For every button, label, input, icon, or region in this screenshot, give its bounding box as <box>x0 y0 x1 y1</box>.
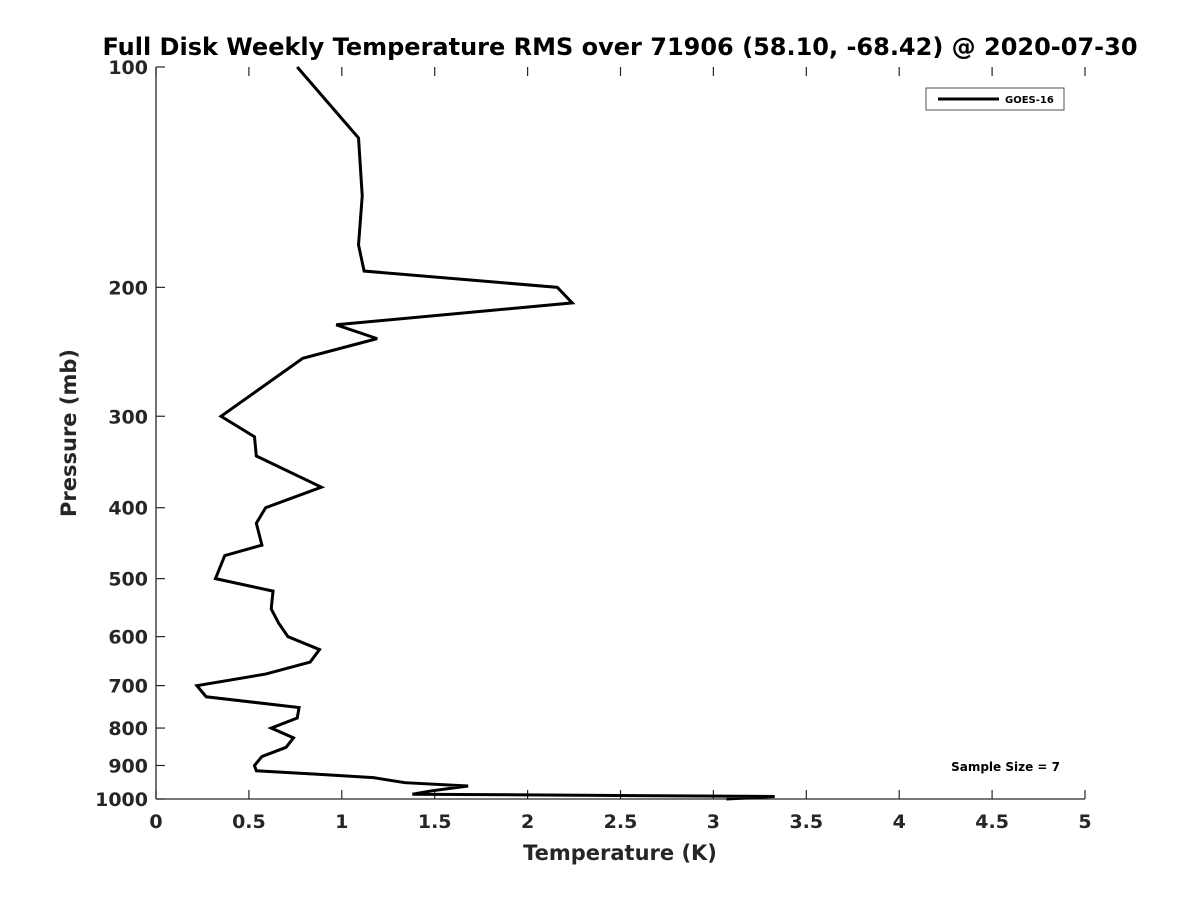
x-tick-label: 3.5 <box>789 811 823 833</box>
y-tick-label: 800 <box>108 718 148 740</box>
x-tick-label: 2.5 <box>604 811 638 833</box>
y-tick-label: 700 <box>108 676 148 698</box>
legend-label: GOES-16 <box>1005 95 1054 106</box>
x-tick-label: 3 <box>707 811 720 833</box>
legend: GOES-16 <box>925 87 1065 111</box>
series-line-goes-16 <box>194 66 775 801</box>
sample-size-annotation: Sample Size = 7 <box>951 760 1060 774</box>
x-tick-label: 4.5 <box>975 811 1009 833</box>
y-tick-label: 300 <box>108 406 148 428</box>
x-tick-label: 2 <box>521 811 534 833</box>
x-tick-label: 4 <box>893 811 906 833</box>
x-tick-label: 0.5 <box>232 811 266 833</box>
y-ticks: 100 200 300 400 500 600 700 800 900 1000 <box>95 57 165 811</box>
x-tick-label: 0 <box>149 811 162 833</box>
chart-title: Full Disk Weekly Temperature RMS over 71… <box>102 33 1137 61</box>
y-tick-label: 100 <box>108 57 148 79</box>
x-tick-label: 1.5 <box>418 811 452 833</box>
y-axis-label: Pressure (mb) <box>57 349 81 517</box>
y-tick-label: 400 <box>108 498 148 520</box>
x-axis-label: Temperature (K) <box>523 841 717 865</box>
y-tick-label: 200 <box>108 277 148 299</box>
y-tick-label: 1000 <box>95 789 148 811</box>
series-group <box>194 66 775 801</box>
y-tick-label: 900 <box>108 756 148 778</box>
x-tick-label: 5 <box>1078 811 1091 833</box>
x-ticks: 0 0.5 1 1.5 2 2.5 3 3.5 4 4.5 5 <box>149 67 1092 833</box>
y-tick-label: 500 <box>108 569 148 591</box>
y-tick-label: 600 <box>108 627 148 649</box>
x-tick-label: 1 <box>335 811 348 833</box>
